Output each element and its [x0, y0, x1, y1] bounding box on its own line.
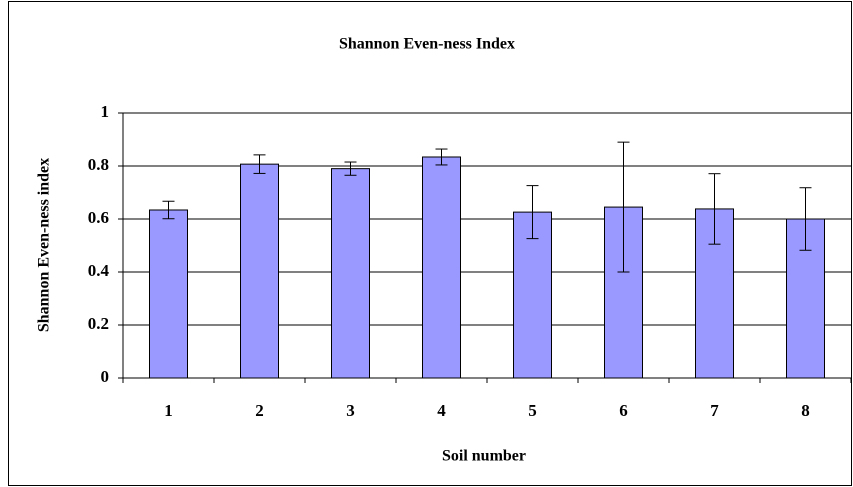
y-tick-label: 0.2: [88, 314, 109, 333]
y-axis-label: Shannon Even-ness index: [36, 158, 53, 332]
x-tick-label: 2: [255, 401, 264, 420]
bar: [331, 168, 370, 379]
x-tick-label: 6: [619, 401, 628, 420]
y-tick-label: 1: [101, 102, 110, 121]
y-tick-label: 0.6: [88, 208, 109, 227]
bar: [149, 209, 188, 379]
y-tick-label: 0.8: [88, 155, 109, 174]
x-tick-label: 5: [528, 401, 537, 420]
x-tick-label: 1: [164, 401, 173, 420]
x-axis-label: Soil number: [442, 448, 526, 465]
chart-title: Shannon Even-ness Index: [339, 36, 515, 53]
bar: [513, 211, 552, 379]
x-tick-label: 3: [346, 401, 355, 420]
y-tick-label: 0: [101, 367, 110, 386]
bar: [422, 156, 461, 379]
x-tick-label: 8: [801, 401, 810, 420]
bar: [240, 163, 279, 379]
x-tick-label: 4: [437, 401, 446, 420]
y-tick-label: 0.4: [88, 261, 110, 280]
x-tick-label: 7: [710, 401, 719, 420]
